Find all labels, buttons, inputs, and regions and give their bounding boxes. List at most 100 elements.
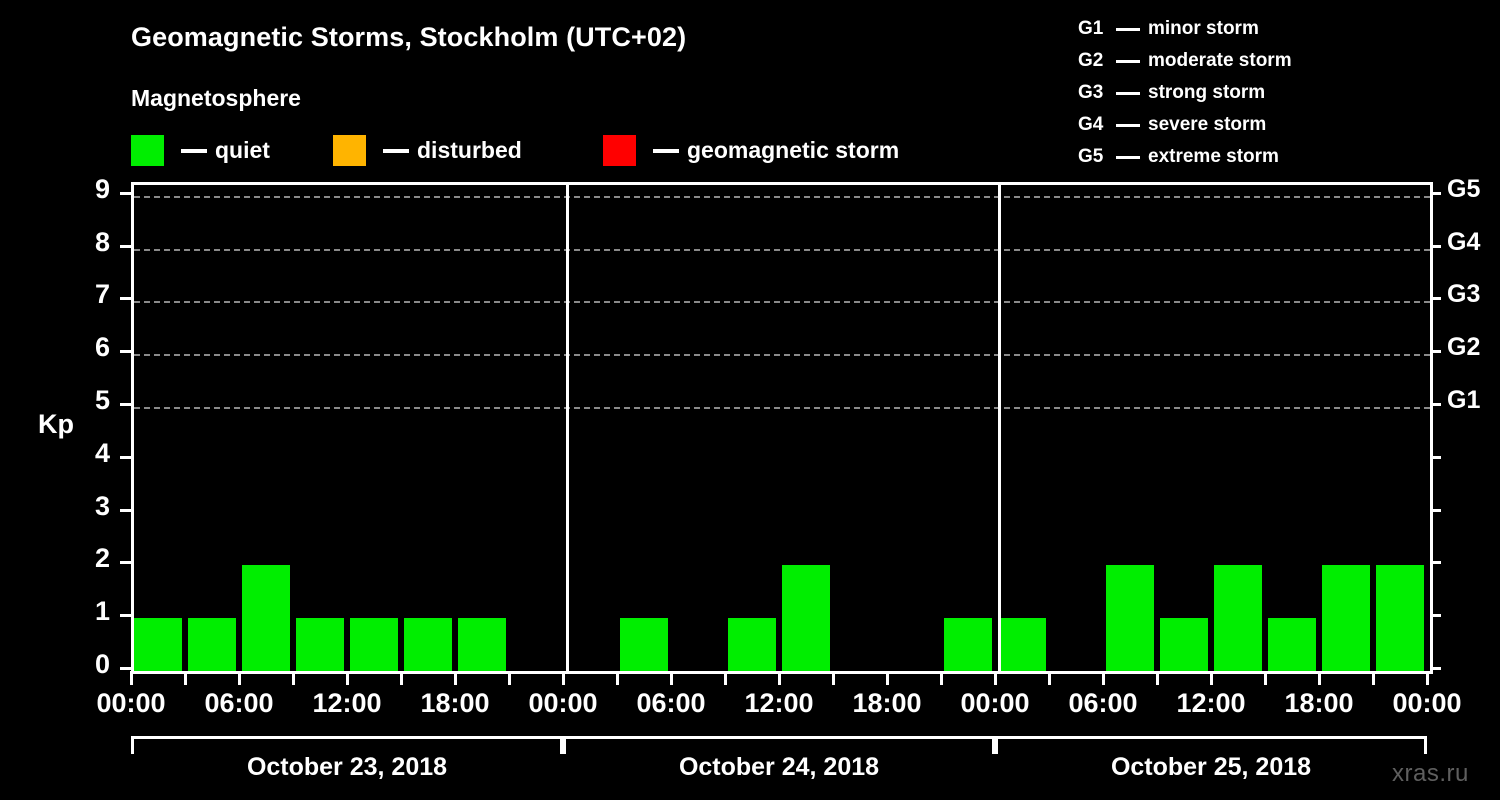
y-tick-right [1430,614,1441,618]
legend-label-geomagnetic-storm: geomagnetic storm [636,137,899,164]
g-legend-row-g2: G2 moderate storm [1078,45,1292,77]
g-legend-row-g5: G5 extreme storm [1078,141,1292,173]
page-title: Geomagnetic Storms, Stockholm (UTC+02) [131,22,687,52]
y-tick-label-left: 9 [94,173,110,204]
bar [296,618,344,671]
g-legend-row-g4: G4 severe storm [1078,109,1292,141]
g-legend-row-g1: G1 minor storm [1078,13,1292,45]
bar [134,618,182,671]
bar [458,618,506,671]
bar [728,618,776,671]
y-tick-left [120,350,131,354]
bar [1214,565,1262,671]
date-bracket [995,736,1427,754]
x-tick-label: 18:00 [1284,688,1354,718]
legend-text: disturbed [417,136,522,163]
g-legend-desc: moderate storm [1148,50,1292,71]
legend-label-disturbed: disturbed [366,137,522,164]
watermark: xras.ru [1392,760,1469,787]
bar [1376,565,1424,671]
y-tick-right [1430,667,1441,670]
x-tick [1102,671,1105,685]
date-bracket [563,736,995,754]
g-legend-dash-icon [1116,123,1140,127]
bar [1322,565,1370,671]
legend-dash-icon [181,149,207,154]
g-legend-dash-icon [1116,91,1140,95]
g-legend-code: G4 [1078,114,1104,135]
g-legend-code: G3 [1078,82,1104,103]
date-label: October 23, 2018 [246,753,448,781]
gridline-kp-7 [134,301,1430,304]
bar [782,565,830,671]
date-label: October 25, 2018 [1110,753,1312,781]
legend-dash-icon [653,149,679,154]
x-tick [616,671,619,685]
y-tick-label-right: G2 [1447,333,1481,362]
date-label: October 24, 2018 [678,753,880,781]
legend-item-disturbed: disturbed [333,134,522,166]
y-axis-title: Kp [38,409,74,439]
y-tick-left [120,667,131,670]
date-bracket [131,736,563,754]
y-tick-label-right: G1 [1447,386,1481,414]
g-legend-desc: minor storm [1148,18,1259,39]
y-tick-label-left: 3 [94,490,110,521]
x-tick-label: 18:00 [420,688,490,718]
x-tick [994,671,997,685]
g-legend-code: G2 [1078,50,1104,71]
bar [620,618,668,671]
bar [404,618,452,671]
gridline-kp-8 [134,248,1430,251]
x-tick [1426,671,1429,685]
bar [1160,618,1208,671]
g-legend-code: G1 [1078,18,1104,39]
legend-swatch-quiet-icon [131,134,164,166]
y-tick-left [120,455,131,459]
x-tick [292,671,295,685]
y-tick-label-left: 7 [94,279,110,310]
x-tick-label: 06:00 [1068,688,1138,718]
y-tick-right [1430,561,1441,565]
x-tick-label: 12:00 [1176,688,1246,718]
g-legend-desc: extreme storm [1148,146,1279,167]
y-tick-left [120,508,131,512]
x-tick-label: 00:00 [960,688,1030,718]
x-tick [1372,671,1375,685]
g-legend-desc: severe storm [1148,114,1267,135]
y-tick-left [120,244,131,248]
g-legend-code: G5 [1078,146,1104,167]
x-tick-label: 00:00 [1392,688,1462,718]
magnetosphere-label: Magnetosphere [131,85,301,111]
x-tick [1210,671,1213,685]
plot-area [131,182,1433,674]
bar [1106,565,1154,671]
y-tick-right [1430,403,1441,406]
x-tick [562,671,565,685]
bar [350,618,398,671]
x-tick-label: 00:00 [96,688,166,718]
bar [1268,618,1316,671]
x-tick [940,671,943,685]
x-tick [1048,671,1051,685]
bar [188,618,236,671]
x-tick [832,671,835,685]
x-tick [1264,671,1267,685]
legend-swatch-disturbed-icon [333,134,366,166]
y-tick-right [1430,455,1441,459]
g-legend-row-g3: G3 strong storm [1078,77,1292,109]
day-divider [998,185,1001,671]
x-tick [670,671,673,685]
legend-text: quiet [215,136,270,163]
x-tick [1318,671,1321,685]
y-tick-right [1430,350,1441,354]
y-tick-label-left: 1 [94,596,110,627]
g-legend-dash-icon [1116,27,1140,31]
y-tick-right [1430,191,1441,195]
legend-dash-icon [383,149,409,154]
x-tick [1156,671,1159,685]
legend-text: geomagnetic storm [687,136,900,163]
y-tick-label-right: G5 [1447,174,1481,203]
x-tick [346,671,349,685]
